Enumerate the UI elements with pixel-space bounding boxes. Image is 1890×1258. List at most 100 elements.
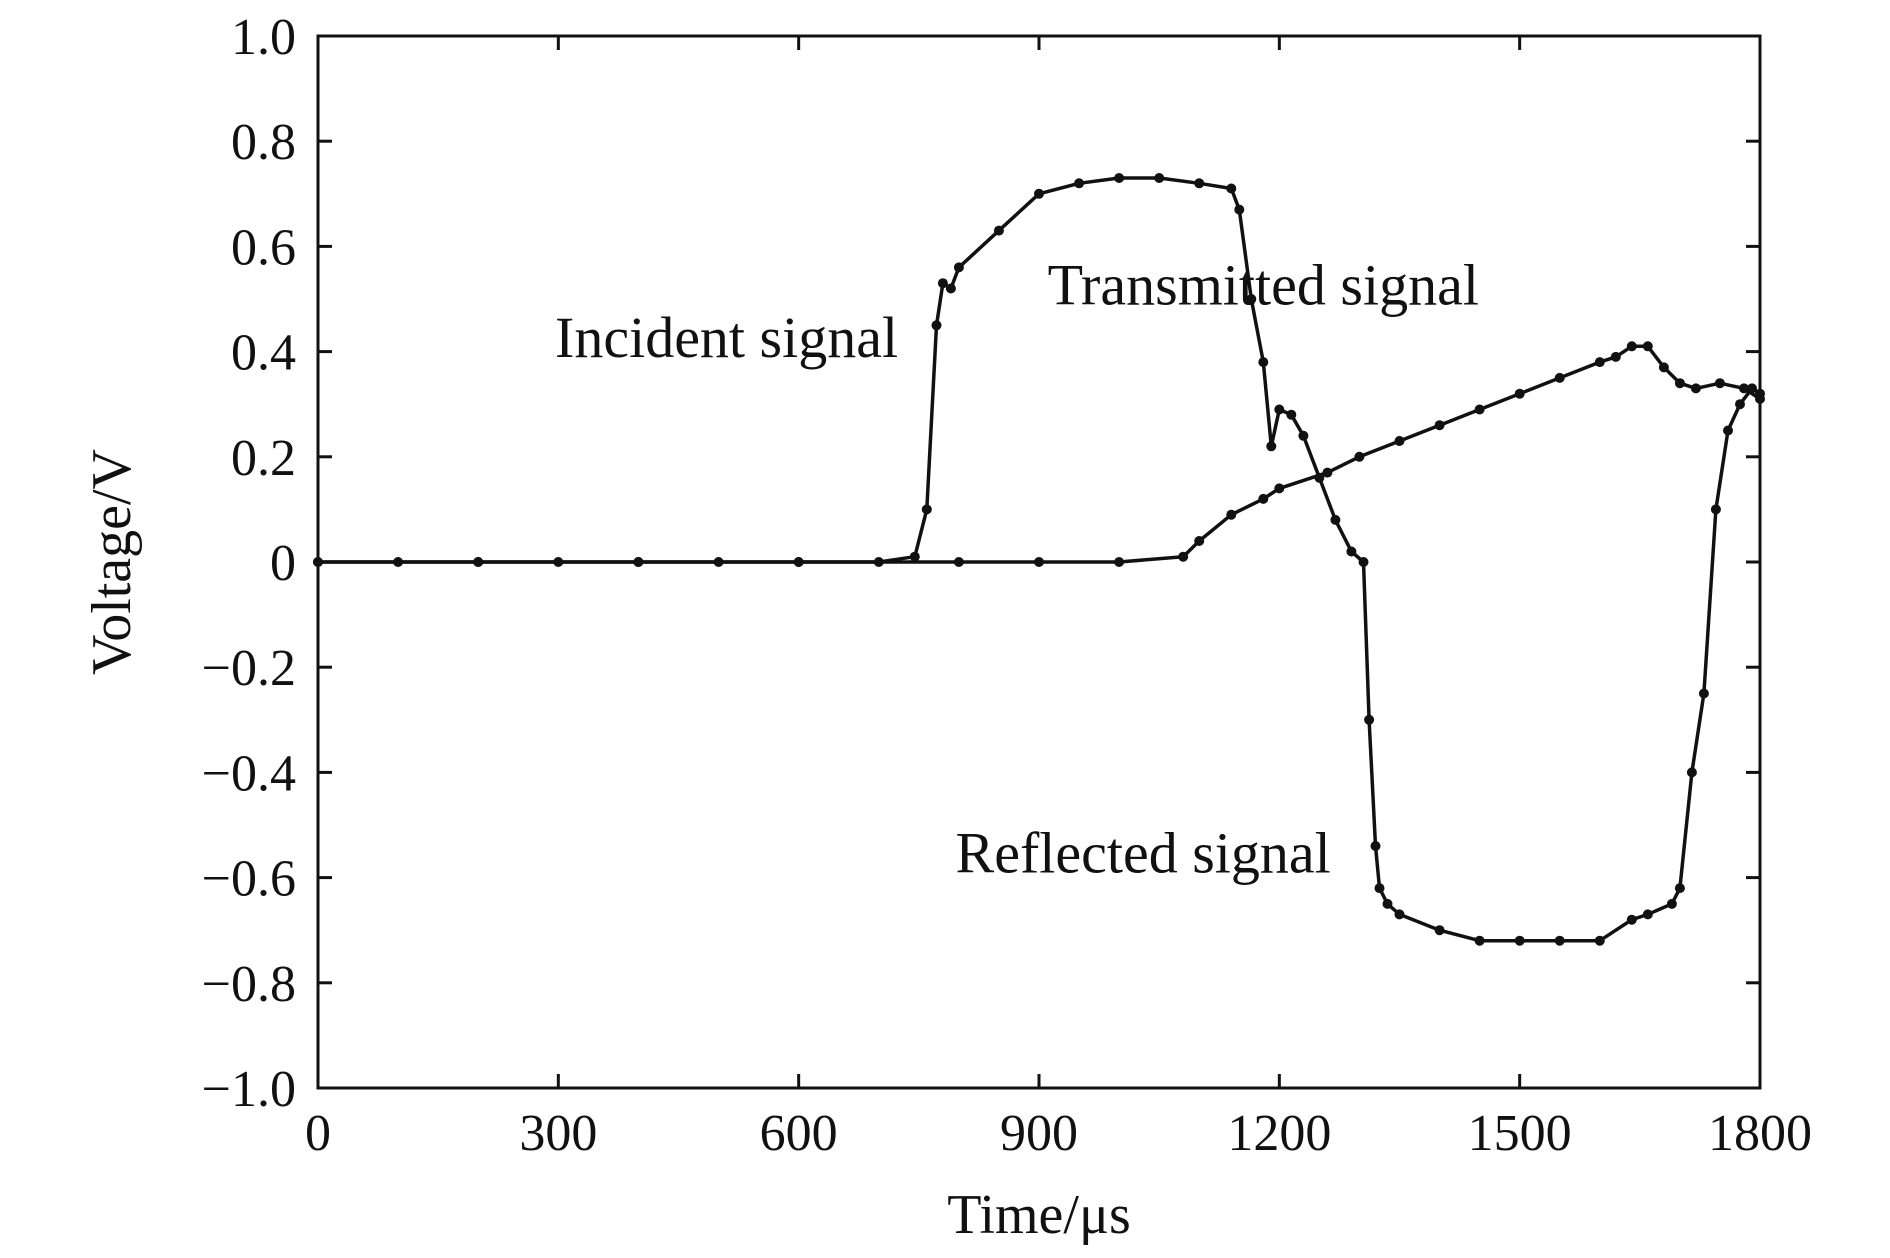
point-incident-signal-47 [1698, 688, 1709, 699]
point-transmitted-signal-7 [1178, 551, 1189, 562]
x-axis-tick-labels: 0 300 600 900 1200 1500 1800 [305, 1105, 1812, 1162]
point-incident-signal-41 [1594, 935, 1605, 946]
point-incident-signal-49 [1723, 425, 1733, 436]
series-line-transmitted-signal [318, 344, 1761, 564]
point-incident-signal-43 [1642, 909, 1653, 920]
point-transmitted-signal-23 [1658, 362, 1669, 373]
x-tick-label-4: 1200 [1227, 1105, 1331, 1162]
point-transmitted-signal-15 [1434, 420, 1445, 431]
y-tick-label-8: −0.6 [202, 851, 296, 908]
point-incident-signal-15 [1034, 188, 1044, 199]
x-tick-label-6: 1800 [1708, 1105, 1812, 1162]
y-tick-label-7: −0.4 [202, 745, 296, 802]
point-incident-signal-8 [909, 551, 920, 562]
y-tick-label-5: 0 [270, 535, 296, 592]
point-incident-signal-45 [1674, 883, 1685, 894]
x-tick-label-0: 0 [305, 1105, 331, 1162]
point-incident-signal-10 [931, 320, 942, 331]
point-incident-signal-39 [1514, 935, 1525, 946]
point-incident-signal-21 [1234, 204, 1245, 215]
point-incident-signal-48 [1710, 504, 1721, 515]
point-incident-signal-34 [1374, 883, 1385, 894]
point-incident-signal-26 [1286, 409, 1297, 420]
x-tick-label-1: 300 [519, 1105, 597, 1162]
point-incident-signal-35 [1382, 898, 1393, 909]
point-transmitted-signal-19 [1594, 357, 1605, 368]
point-incident-signal-31 [1358, 557, 1369, 567]
x-axis-label: Time/μs [947, 1184, 1131, 1246]
x-axis-ticks [316, 36, 1762, 1088]
point-incident-signal-29 [1330, 514, 1341, 525]
x-tick-label-3: 900 [1000, 1105, 1078, 1162]
point-transmitted-signal-17 [1514, 388, 1525, 399]
point-incident-signal-16 [1074, 178, 1085, 189]
point-transmitted-signal-1 [473, 557, 484, 567]
y-axis-label: Voltage/V [81, 449, 143, 675]
point-transmitted-signal-18 [1554, 372, 1565, 383]
y-tick-label-9: −0.8 [202, 956, 296, 1013]
point-incident-signal-24 [1266, 441, 1277, 452]
point-transmitted-signal-16 [1474, 404, 1485, 415]
point-transmitted-signal-9 [1226, 509, 1237, 520]
point-incident-signal-14 [993, 225, 1004, 236]
point-transmitted-signal-6 [1114, 557, 1125, 567]
series-transmitted-signal [313, 341, 1765, 567]
series-layer [313, 173, 1765, 946]
point-incident-signal-23 [1258, 357, 1269, 368]
y-tick-label-1: 0.8 [231, 114, 296, 171]
point-transmitted-signal-3 [793, 557, 804, 567]
y-tick-label-4: 0.2 [231, 430, 296, 487]
point-incident-signal-11 [937, 278, 948, 289]
point-incident-signal-9 [921, 504, 932, 515]
y-axis-tick-labels: 1.0 0.8 0.6 0.4 0.2 0 −0.2 −0.4 −0.6 −0.8 −1.0 [202, 9, 296, 1118]
point-incident-signal-38 [1474, 935, 1485, 946]
x-tick-label-5: 1500 [1468, 1105, 1572, 1162]
point-transmitted-signal-5 [1034, 557, 1044, 567]
point-transmitted-signal-26 [1714, 378, 1725, 389]
point-transmitted-signal-14 [1394, 436, 1405, 446]
point-incident-signal-33 [1370, 841, 1381, 851]
annotation-transmitted-signal: Transmitted signal [1048, 252, 1479, 317]
y-tick-label-0: 1.0 [231, 9, 296, 66]
point-incident-signal-46 [1686, 767, 1697, 778]
point-transmitted-signal-12 [1322, 467, 1333, 478]
point-incident-signal-27 [1298, 430, 1309, 441]
y-tick-label-10: −1.0 [202, 1061, 296, 1118]
y-tick-label-3: 0.4 [231, 325, 296, 382]
point-transmitted-signal-10 [1258, 493, 1269, 504]
point-transmitted-signal-27 [1739, 383, 1749, 394]
point-transmitted-signal-2 [633, 557, 644, 567]
point-transmitted-signal-0 [313, 557, 323, 567]
point-transmitted-signal-28 [1755, 393, 1765, 404]
point-transmitted-signal-24 [1674, 378, 1685, 389]
point-incident-signal-40 [1554, 935, 1565, 946]
annotation-incident-signal: Incident signal [555, 305, 898, 370]
point-incident-signal-25 [1274, 404, 1285, 415]
point-incident-signal-36 [1394, 909, 1405, 920]
point-incident-signal-12 [945, 283, 956, 294]
point-incident-signal-44 [1666, 898, 1677, 909]
annotation-reflected-signal: Reflected signal [956, 820, 1331, 885]
point-incident-signal-50 [1735, 399, 1745, 410]
point-incident-signal-22 [1246, 294, 1257, 304]
point-incident-signal-13 [953, 262, 964, 273]
annotation-layer: Incident signal Transmitted signal Reflect… [555, 252, 1479, 885]
point-transmitted-signal-11 [1274, 483, 1285, 494]
point-incident-signal-18 [1154, 173, 1165, 183]
point-incident-signal-19 [1194, 178, 1205, 189]
point-transmitted-signal-8 [1194, 536, 1205, 546]
point-transmitted-signal-13 [1354, 451, 1365, 462]
point-incident-signal-42 [1626, 914, 1637, 925]
y-tick-label-2: 0.6 [231, 219, 296, 276]
point-transmitted-signal-4 [953, 557, 964, 567]
point-transmitted-signal-22 [1642, 341, 1653, 352]
x-tick-label-2: 600 [760, 1105, 838, 1162]
point-incident-signal-30 [1346, 546, 1357, 557]
point-transmitted-signal-21 [1626, 341, 1637, 352]
point-incident-signal-20 [1226, 183, 1237, 194]
point-incident-signal-37 [1434, 925, 1445, 936]
point-incident-signal-32 [1364, 714, 1375, 725]
point-incident-signal-17 [1114, 173, 1125, 183]
y-tick-label-6: −0.2 [202, 640, 296, 697]
